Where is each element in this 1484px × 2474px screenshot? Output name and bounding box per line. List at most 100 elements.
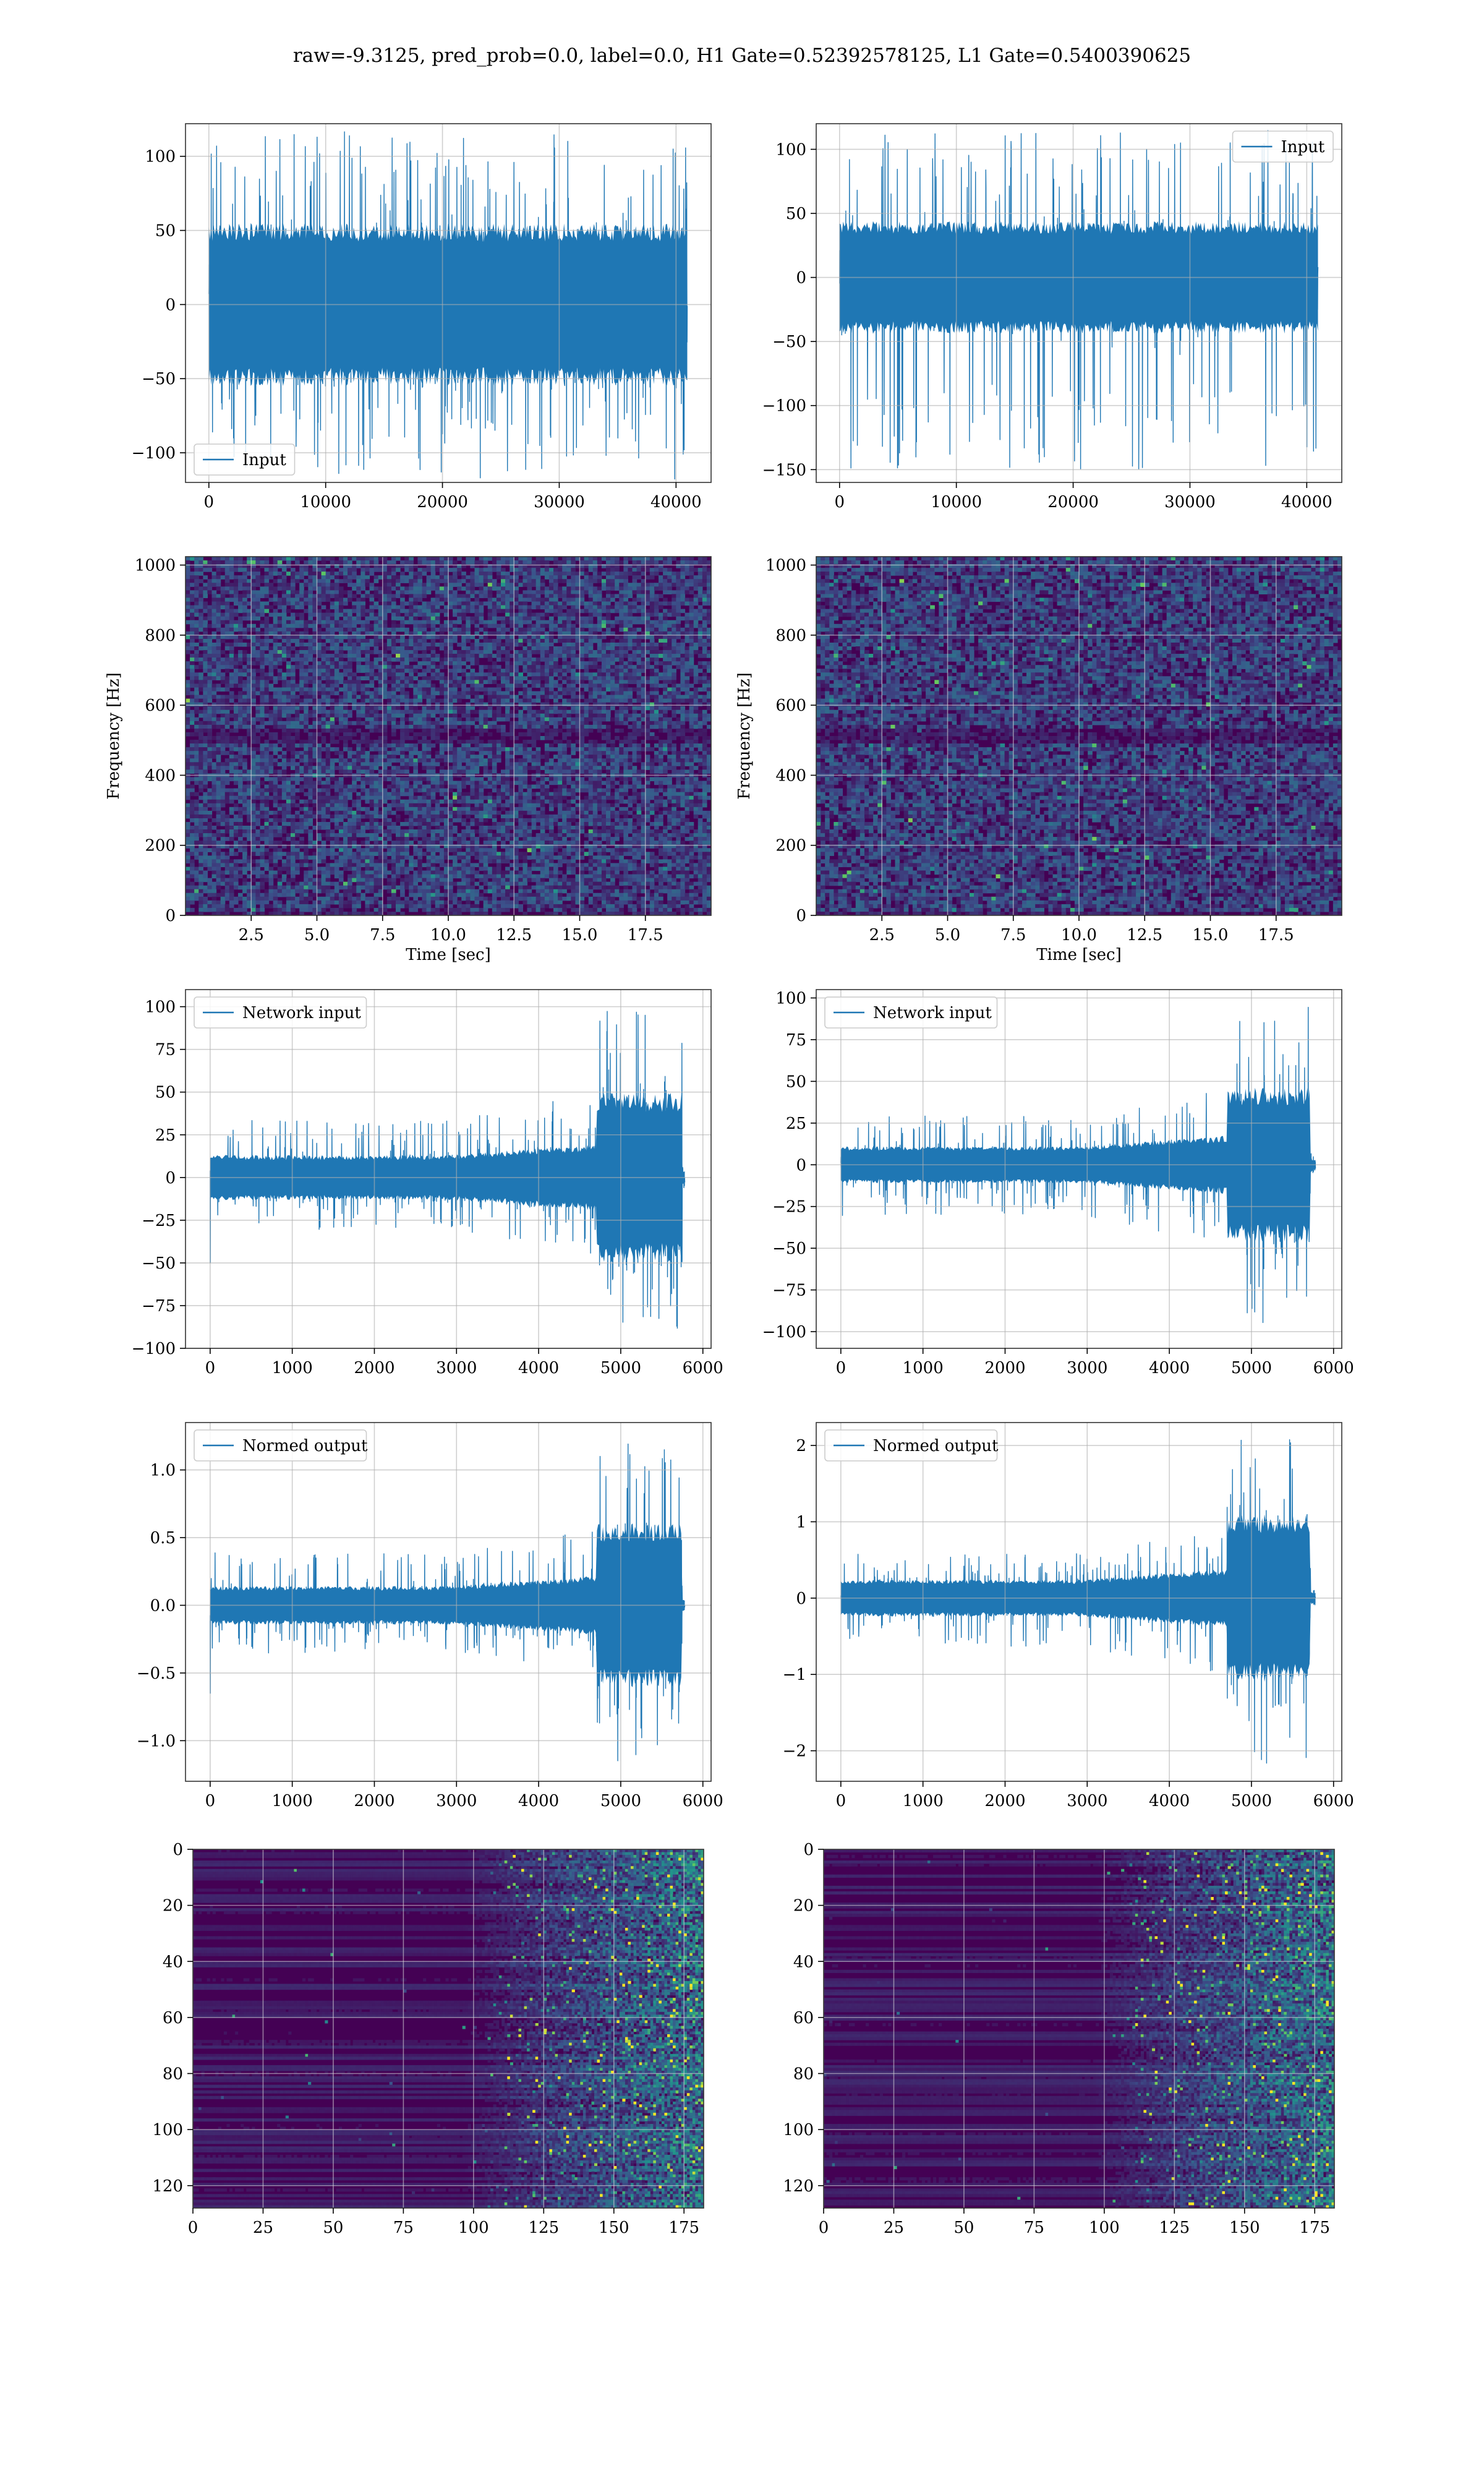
legend-box [194, 443, 296, 476]
x-tick-label: 25 [253, 2219, 273, 2237]
y-tick-label: −100 [132, 1340, 176, 1358]
x-tick-label: 5000 [1231, 1792, 1272, 1810]
y-tick-label: 100 [783, 2121, 814, 2139]
grid-lines [186, 1423, 711, 1781]
y-tick-label: 25 [155, 1126, 176, 1145]
y-tick-label: 200 [775, 837, 806, 855]
y-tick-label: −100 [762, 1323, 806, 1342]
y-tick-label: 0 [796, 1156, 806, 1175]
x-tick-label: 40000 [650, 493, 702, 511]
legend: Network input [824, 996, 998, 1029]
axes-frame [816, 123, 1342, 483]
x-tick-label: 0 [205, 1792, 216, 1810]
legend-label: Network input [242, 1004, 361, 1022]
legend: Input [194, 443, 296, 476]
y-tick-label: 100 [775, 989, 806, 1008]
x-tick-label: 2.5 [239, 926, 264, 944]
figure-suptitle: raw=-9.3125, pred_prob=0.0, label=0.0, H… [293, 45, 1191, 67]
axes-frame [823, 1849, 1335, 2209]
tick-labels: 2.5 5.0 7.5 10.0 12.5 15.0 17.5 0 200 400 600 800 10… [765, 557, 1294, 944]
x-tick-label: 6000 [683, 1359, 723, 1377]
y-tick-label: 20 [163, 1897, 183, 1915]
subplot-input-right: 0 10000 20000 30000 40000 −150 −100 −50 0 50 100 In… [762, 123, 1342, 511]
x-tick-label: 0 [835, 493, 845, 511]
x-tick-label: 30000 [1164, 493, 1216, 511]
x-axis-label: Time [sec] [1036, 946, 1122, 964]
subplot-spectrogram-left: 2.5 5.0 7.5 10.0 12.5 15.0 17.5 0 200 400 600 800 10… [104, 556, 712, 964]
y-tick-label: 0.5 [150, 1529, 176, 1547]
tick-labels: 0 25 50 75 100 125 150 175 0 20 40 60 80 100 120 [783, 1841, 1330, 2237]
x-tick-label: 1000 [272, 1359, 313, 1377]
y-tick-label: −1 [783, 1666, 806, 1684]
grid-lines [816, 990, 1342, 1348]
x-tick-label: 17.5 [1258, 926, 1294, 944]
x-tick-label: 12.5 [1127, 926, 1162, 944]
y-tick-label: 1 [796, 1513, 806, 1531]
y-tick-label: 80 [793, 2065, 814, 2084]
x-tick-label: 150 [1229, 2219, 1260, 2237]
legend-label: Normed output [242, 1437, 368, 1455]
subplot-input-left: 0 10000 20000 30000 40000 −100 −50 0 50 100 Input [132, 123, 712, 511]
x-tick-label: 20000 [417, 493, 468, 511]
y-tick-label: 1.0 [150, 1462, 176, 1480]
x-tick-label: 175 [1299, 2219, 1330, 2237]
x-tick-label: 100 [458, 2219, 489, 2237]
subplot-feature-map-right: 0 25 50 75 100 125 150 175 0 20 40 60 80 100 120 [783, 1841, 1335, 2237]
axes-frame [185, 1422, 712, 1782]
axes-frame [816, 1422, 1342, 1782]
x-tick-label: 12.5 [496, 926, 532, 944]
y-tick-label: 0 [796, 1590, 806, 1608]
y-tick-label: 120 [152, 2177, 183, 2196]
x-tick-label: 2000 [354, 1359, 394, 1377]
x-tick-label: 5000 [600, 1359, 641, 1377]
x-tick-label: 5000 [600, 1792, 641, 1810]
subplot-normed-output-right: 0 1000 2000 3000 4000 5000 6000 −2 −1 0 1 2 Normed o… [783, 1422, 1354, 1810]
y-tick-label: −100 [132, 444, 176, 463]
x-tick-label: 50 [953, 2219, 974, 2237]
y-axis-label: Frequency [Hz] [735, 672, 754, 800]
plot-area [816, 557, 1342, 915]
x-tick-label: 1000 [903, 1792, 944, 1810]
x-tick-label: 6000 [1313, 1359, 1354, 1377]
legend: Normed output [824, 1429, 999, 1462]
grid-lines [816, 557, 1342, 916]
x-tick-label: 75 [1024, 2219, 1044, 2237]
y-tick-label: 2 [796, 1437, 806, 1455]
tick-labels: 0 10000 20000 30000 40000 −150 −100 −50 0 50 100 [762, 140, 1333, 511]
plot-area [824, 1849, 1334, 2208]
y-tick-label: 200 [145, 837, 176, 855]
subplot-spectrogram-right: 2.5 5.0 7.5 10.0 12.5 15.0 17.5 0 200 400 600 800 10… [735, 556, 1342, 964]
x-tick-label: 10000 [931, 493, 982, 511]
tick-labels: 0 10000 20000 30000 40000 −100 −50 0 50 100 [132, 148, 702, 511]
y-tick-label: −0.5 [137, 1664, 176, 1683]
subplot-network-input-right: 0 1000 2000 3000 4000 5000 6000 −100 −75 −50 −25 0 2… [762, 989, 1354, 1377]
plot-area [193, 1849, 704, 2208]
x-tick-label: 1000 [903, 1359, 944, 1377]
x-tick-label: 50 [323, 2219, 343, 2237]
y-tick-label: 0 [173, 1841, 183, 1859]
y-tick-label: 75 [155, 1041, 176, 1059]
legend: Input [1232, 131, 1334, 163]
y-tick-label: 0 [165, 296, 176, 314]
x-tick-label: 7.5 [370, 926, 395, 944]
x-tick-label: 175 [668, 2219, 699, 2237]
y-tick-label: −50 [142, 1254, 176, 1273]
y-tick-label: −25 [772, 1198, 806, 1217]
tick-labels: 2.5 5.0 7.5 10.0 12.5 15.0 17.5 0 200 400 600 800 10… [135, 557, 663, 944]
legend-box [824, 1429, 998, 1462]
y-tick-label: 100 [145, 998, 176, 1017]
y-tick-label: −75 [772, 1282, 806, 1300]
x-tick-label: 1000 [272, 1792, 313, 1810]
x-tick-label: 100 [1089, 2219, 1120, 2237]
subplot-normed-output-left: 0 1000 2000 3000 4000 5000 6000 −1.0 −0.5 0.0 0.5 1… [137, 1422, 723, 1810]
subplot-grid: 0 10000 20000 30000 40000−100−50050100Input0… [104, 123, 1354, 2237]
y-tick-label: −50 [772, 1239, 806, 1258]
x-tick-label: 5.0 [935, 926, 960, 944]
x-tick-label: 10.0 [430, 926, 466, 944]
x-tick-label: 15.0 [1193, 926, 1229, 944]
feature-map-cells [193, 1849, 704, 2208]
x-tick-label: 3000 [436, 1792, 477, 1810]
y-tick-label: −150 [762, 461, 806, 479]
tick-labels: 0 25 50 75 100 125 150 175 0 20 40 60 80 100 120 [152, 1841, 699, 2237]
